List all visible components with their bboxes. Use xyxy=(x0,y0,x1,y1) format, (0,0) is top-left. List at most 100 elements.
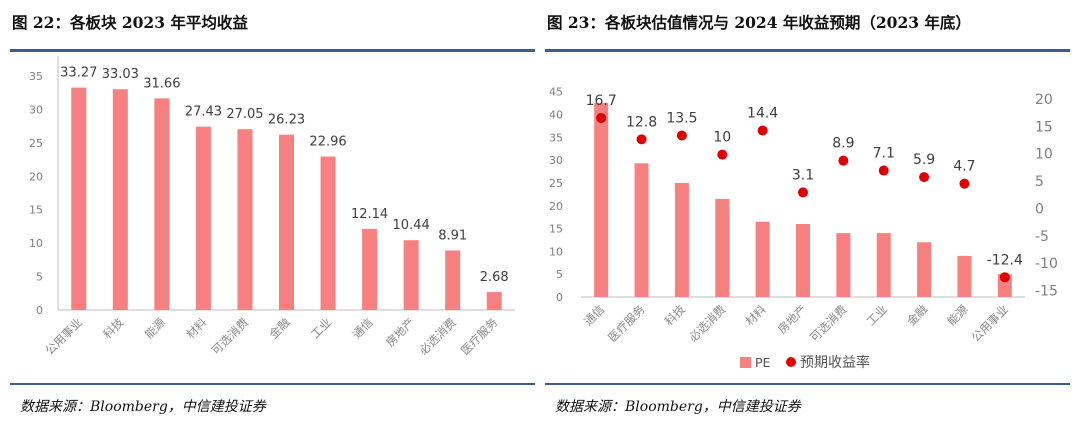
category-label: 金融 xyxy=(904,302,931,329)
left-y-tick-label: 35 xyxy=(549,131,563,144)
bar xyxy=(237,129,253,310)
right-y-tick-label: 0 xyxy=(1035,201,1044,217)
category-label: 必选消费 xyxy=(416,315,458,357)
right-y-tick-label: 10 xyxy=(1035,147,1053,163)
bar xyxy=(71,87,87,310)
return-point xyxy=(676,130,687,141)
data-label: 7.1 xyxy=(873,146,895,162)
right-y-tick-label: -10 xyxy=(1035,256,1058,272)
category-label: 房地产 xyxy=(383,315,417,349)
pe-bar xyxy=(876,233,891,297)
data-label: 13.5 xyxy=(666,110,697,126)
right-y-tick-label: 20 xyxy=(1035,92,1053,108)
pe-bar xyxy=(674,182,689,297)
left-y-tick-label: 20 xyxy=(549,200,563,213)
data-label: 33.03 xyxy=(102,67,139,82)
data-label: -12.4 xyxy=(987,252,1023,268)
data-label: 12.8 xyxy=(626,114,657,130)
category-label: 工业 xyxy=(864,302,890,328)
data-label: 16.7 xyxy=(586,93,617,109)
category-label: 医疗服务 xyxy=(458,315,501,358)
category-label: 材料 xyxy=(183,315,210,342)
figure-23-bottom-rule xyxy=(545,383,1070,385)
bar xyxy=(154,98,170,310)
category-label: 公用事业 xyxy=(42,315,84,357)
y-tick-label: 30 xyxy=(29,103,43,116)
category-label: 工业 xyxy=(308,315,334,341)
left-y-tick-label: 15 xyxy=(549,223,563,236)
category-label: 科技 xyxy=(100,315,127,342)
category-label: 金融 xyxy=(266,315,293,342)
figure-23-panel: 图 23：各板块估值情况与 2024 年收益预期（2023 年底） 0 5 10 15… xyxy=(545,0,1070,429)
legend-label-return: 预期收益率 xyxy=(800,354,870,371)
y-tick-label: 35 xyxy=(29,70,43,83)
data-label: 14.4 xyxy=(747,106,778,122)
data-label: 2.68 xyxy=(480,270,509,285)
pe-bar xyxy=(755,221,770,297)
pe-bar xyxy=(957,255,972,297)
return-point xyxy=(919,172,930,183)
left-y-tick-label: 45 xyxy=(549,86,563,99)
pe-bar xyxy=(836,233,851,297)
pe-bar xyxy=(796,224,810,297)
bar xyxy=(112,89,128,311)
pe-bar xyxy=(917,242,932,297)
left-y-tick-label: 25 xyxy=(549,177,563,190)
return-point xyxy=(757,125,768,136)
bar xyxy=(403,240,419,310)
category-label: 能源 xyxy=(944,302,971,329)
return-point xyxy=(878,165,889,176)
category-label: 能源 xyxy=(142,315,169,342)
data-label: 12.14 xyxy=(351,207,388,222)
left-y-tick-label: 30 xyxy=(549,154,563,167)
bar xyxy=(320,156,336,310)
figure-23-title: 图 23：各板块估值情况与 2024 年收益预期（2023 年底） xyxy=(547,13,971,32)
category-label: 公用事业 xyxy=(969,302,1011,344)
right-y-tick-label: 5 xyxy=(1035,174,1044,190)
category-label: 医疗服务 xyxy=(605,302,648,345)
category-label: 通信 xyxy=(581,302,607,328)
y-tick-label: 20 xyxy=(29,170,43,183)
return-point xyxy=(999,272,1010,283)
return-point xyxy=(717,149,728,160)
data-label: 22.96 xyxy=(309,135,346,150)
right-y-tick-label: 15 xyxy=(1035,119,1053,135)
legend-swatch-pe xyxy=(740,357,751,368)
figure-23-chart: 0 5 10 15 20 25 30 35 40 45 20 15 10 5 0 -5 -10 -15 16.7 通信… xyxy=(549,86,1058,371)
figure-22-top-rule xyxy=(10,49,535,52)
return-point xyxy=(636,134,647,145)
category-label: 通信 xyxy=(350,315,376,341)
figure-22-source: 数据来源：Bloomberg，中信建投证券 xyxy=(20,399,266,415)
bar xyxy=(445,250,461,310)
category-label: 材料 xyxy=(743,302,770,329)
data-label: 10 xyxy=(713,130,731,146)
pe-bar xyxy=(715,198,730,297)
right-y-tick-label: -5 xyxy=(1035,229,1049,245)
data-label: 27.05 xyxy=(226,107,263,122)
left-y-tick-label: 10 xyxy=(549,245,563,258)
figure-22-title: 图 22：各板块 2023 年平均收益 xyxy=(12,13,248,32)
legend-label-pe: PE xyxy=(755,355,771,370)
bar xyxy=(279,134,294,310)
legend-swatch-return xyxy=(786,357,796,367)
data-label: 10.44 xyxy=(393,218,430,233)
return-point xyxy=(596,112,607,123)
left-y-tick-label: 40 xyxy=(549,109,563,122)
category-label: 房地产 xyxy=(775,302,809,336)
figure-22-chart: 0 5 10 15 20 25 30 35 33.27 公用事业 33.03 科技 31.66 能源 27.… xyxy=(29,56,515,358)
data-label: 27.43 xyxy=(185,105,222,120)
left-y-tick-label: 0 xyxy=(556,291,563,304)
pe-bar xyxy=(594,103,609,297)
y-tick-label: 5 xyxy=(36,271,43,284)
left-y-tick-label: 5 xyxy=(556,268,563,281)
pe-bar xyxy=(634,163,649,297)
data-label: 4.7 xyxy=(953,159,975,175)
category-label: 科技 xyxy=(662,302,689,329)
data-label: 26.23 xyxy=(268,113,305,128)
data-label: 3.1 xyxy=(792,167,814,183)
data-label: 5.9 xyxy=(913,152,935,168)
category-label: 可选消费 xyxy=(209,315,251,357)
y-tick-label: 10 xyxy=(29,237,43,250)
return-point xyxy=(959,178,970,189)
bar xyxy=(362,228,378,310)
